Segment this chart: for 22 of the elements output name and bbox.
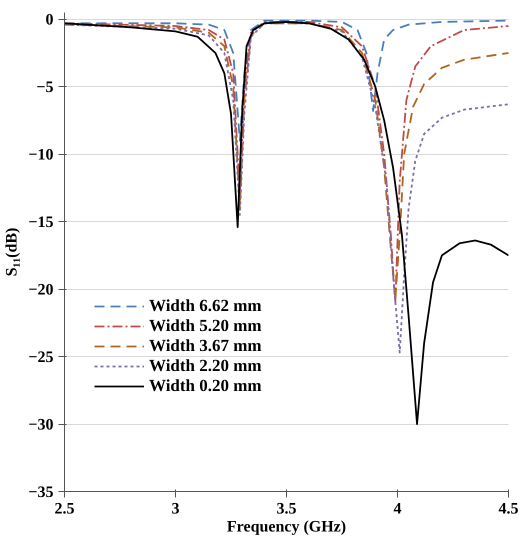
y-tick-label: −25 (28, 349, 54, 366)
line-series (64, 21, 508, 425)
line-series (64, 22, 508, 354)
x-tick-label: 4 (394, 500, 402, 518)
x-tick-label: 2.5 (54, 500, 74, 518)
x-tick-label: 4.5 (498, 500, 518, 518)
legend-label: Width 5.20 mm (149, 316, 262, 336)
y-tick-label: 0 (46, 12, 54, 29)
legend-label: Width 6.62 mm (149, 296, 262, 316)
legend-label: Width 3.67 mm (149, 336, 262, 356)
x-axis-title: Frequency (GHz) (226, 518, 346, 536)
y-tick-label: −30 (28, 416, 54, 434)
legend-label: Width 0.20 mm (149, 376, 262, 396)
x-tick-label: 3 (172, 500, 180, 518)
y-tick-label: −20 (28, 282, 54, 299)
legend-label: Width 2.20 mm (149, 356, 262, 376)
y-tick-label: −10 (28, 146, 54, 164)
y-tick-label: −5 (36, 79, 54, 96)
x-tick-label: 3.5 (276, 500, 296, 518)
y-tick-label: −35 (28, 484, 54, 501)
y-axis-title: S₁₁(dB) (3, 228, 20, 276)
y-tick-label: −15 (28, 214, 54, 232)
